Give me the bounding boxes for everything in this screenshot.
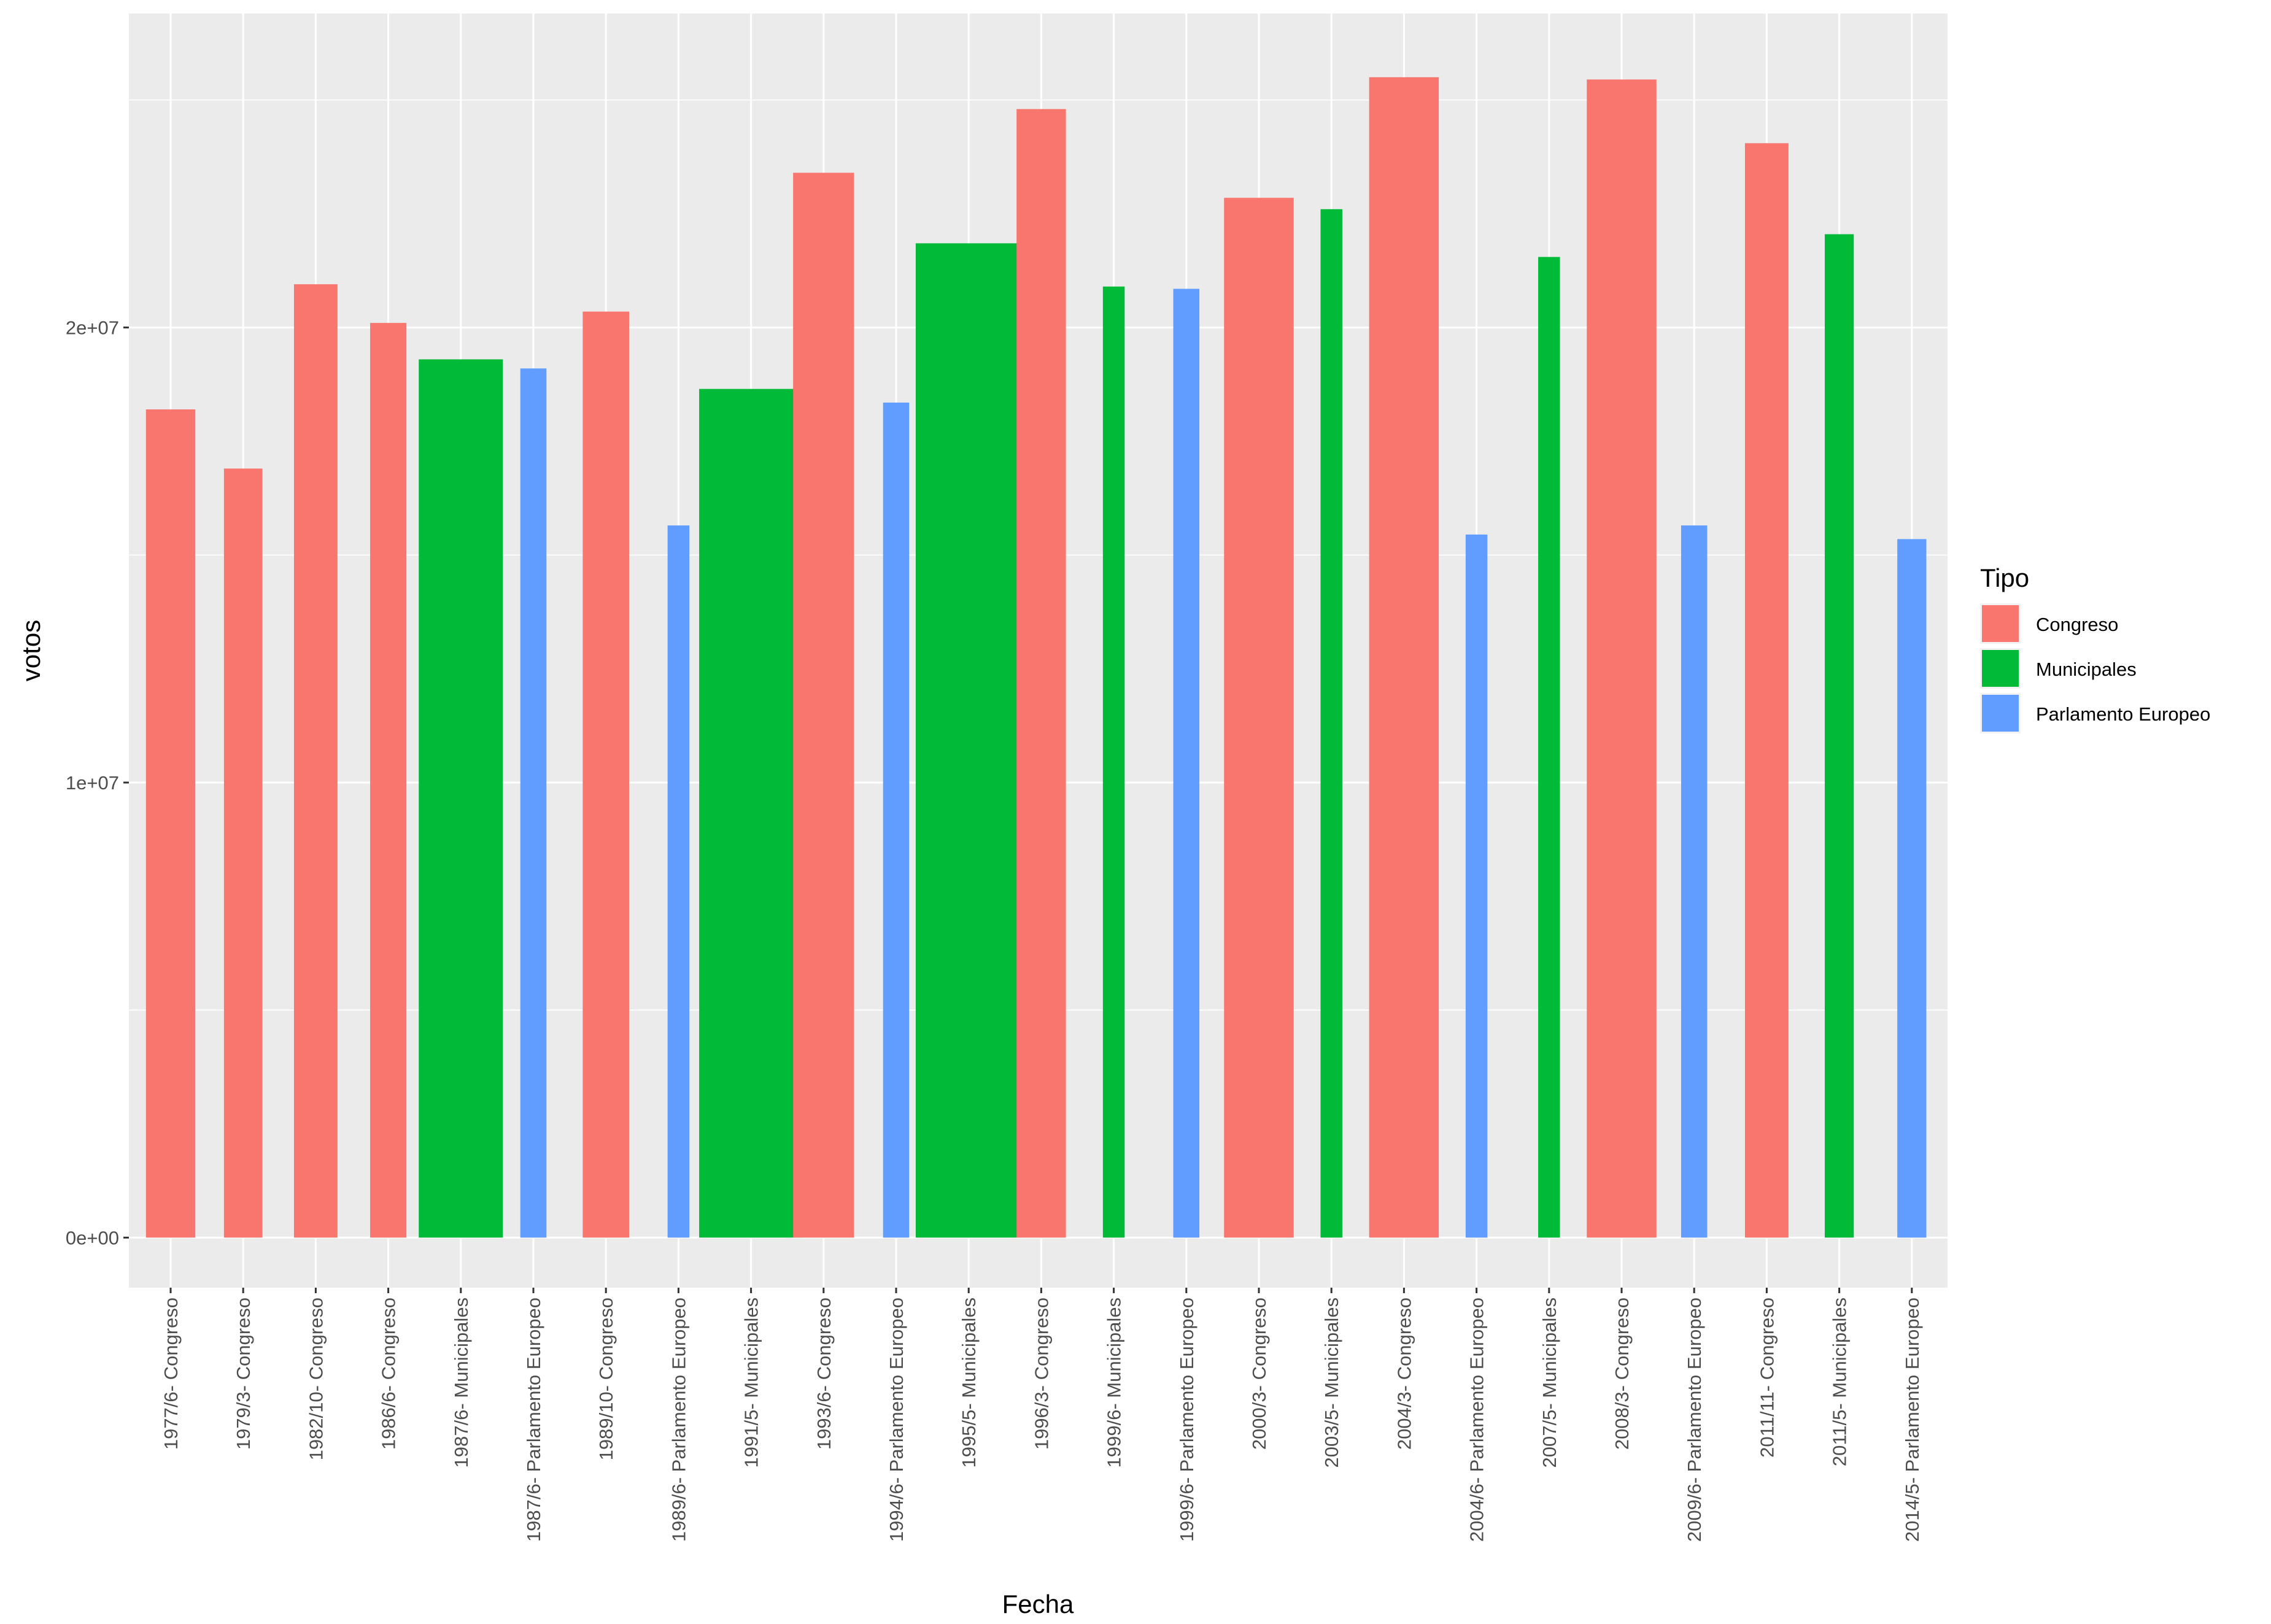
y-axis: 0e+00 1e+07 2e+07 — [66, 317, 129, 1248]
bar-19 — [1465, 534, 1488, 1238]
legend: Tipo Congreso Municipales Parlamento Europ… — [1980, 563, 2210, 733]
bar-17 — [1320, 209, 1342, 1238]
x-tick-label: 2009/6- Parlamento Europeo — [1684, 1297, 1705, 1542]
y-axis-title: votos — [17, 620, 45, 681]
bar-25 — [1897, 539, 1927, 1238]
x-tick-label: 1989/10- Congreso — [595, 1297, 617, 1460]
bar-22 — [1681, 525, 1708, 1238]
bar-24 — [1824, 234, 1854, 1238]
x-tick-label: 2003/5- Municipales — [1321, 1297, 1342, 1467]
legend-swatch — [1982, 695, 2019, 732]
bar-6 — [520, 368, 547, 1238]
bar-5 — [419, 359, 503, 1238]
bar-3 — [293, 284, 338, 1238]
bar-21 — [1587, 79, 1657, 1238]
x-tick-label: 2014/5- Parlamento Europeo — [1902, 1297, 1923, 1542]
bar-14 — [1102, 286, 1125, 1238]
legend-items: Congreso Municipales Parlamento Europeo — [1980, 603, 2210, 733]
bar-2 — [223, 468, 263, 1238]
x-tick-label: 2011/11- Congreso — [1756, 1297, 1778, 1458]
bars — [145, 77, 1927, 1238]
x-tick-label: 1987/6- Municipales — [451, 1297, 472, 1467]
legend-label: Parlamento Europeo — [2036, 703, 2210, 725]
x-axis: 1977/6- Congreso 1979/3- Congreso 1982/10-… — [160, 1288, 1923, 1542]
legend-swatch — [1982, 650, 2019, 687]
legend-swatch — [1982, 605, 2019, 642]
x-tick-label: 1982/10- Congreso — [305, 1297, 327, 1460]
x-tick-label: 1996/3- Congreso — [1031, 1297, 1052, 1450]
x-tick-label: 2008/3- Congreso — [1611, 1297, 1633, 1450]
bar-15 — [1173, 288, 1200, 1238]
bar-9 — [699, 389, 803, 1238]
bar-11 — [883, 402, 910, 1238]
y-tick-label: 0e+00 — [66, 1227, 119, 1248]
bar-23 — [1744, 143, 1789, 1238]
x-tick-label: 1999/6- Parlamento Europeo — [1176, 1297, 1197, 1542]
x-tick-label: 1999/6- Municipales — [1104, 1297, 1125, 1467]
x-tick-label: 1989/6- Parlamento Europeo — [668, 1297, 689, 1542]
legend-label: Congreso — [2036, 614, 2118, 635]
x-tick-label: 1991/5- Municipales — [741, 1297, 762, 1467]
x-tick-label: 2004/6- Parlamento Europeo — [1466, 1297, 1488, 1542]
x-tick-label: 2011/5- Municipales — [1829, 1297, 1851, 1466]
bar-10 — [793, 172, 854, 1238]
bar-4 — [370, 323, 407, 1238]
x-tick-label: 1977/6- Congreso — [160, 1297, 182, 1450]
bar-1 — [145, 409, 196, 1238]
legend-title: Tipo — [1980, 563, 2029, 592]
x-tick-label: 1986/6- Congreso — [378, 1297, 400, 1450]
x-axis-title: Fecha — [1002, 1590, 1074, 1618]
legend-label: Municipales — [2036, 659, 2137, 680]
bar-12 — [915, 243, 1022, 1238]
x-tick-label: 1995/5- Municipales — [958, 1297, 980, 1467]
bar-20 — [1538, 257, 1560, 1238]
x-tick-label: 2007/5- Municipales — [1539, 1297, 1560, 1467]
bar-18 — [1369, 77, 1439, 1238]
x-tick-label: 1993/6- Congreso — [813, 1297, 835, 1450]
x-tick-label: 1979/3- Congreso — [233, 1297, 254, 1450]
x-tick-label: 1994/6- Parlamento Europeo — [886, 1297, 907, 1542]
bar-7 — [582, 311, 630, 1238]
bar-16 — [1224, 198, 1294, 1238]
bar-13 — [1016, 109, 1066, 1238]
y-tick-label: 1e+07 — [66, 772, 119, 794]
x-tick-label: 2000/3- Congreso — [1248, 1297, 1270, 1450]
y-tick-label: 2e+07 — [66, 317, 119, 339]
x-tick-label: 2004/3- Congreso — [1393, 1297, 1415, 1450]
bar-8 — [667, 525, 690, 1238]
x-tick-label: 1987/6- Parlamento Europeo — [523, 1297, 544, 1542]
